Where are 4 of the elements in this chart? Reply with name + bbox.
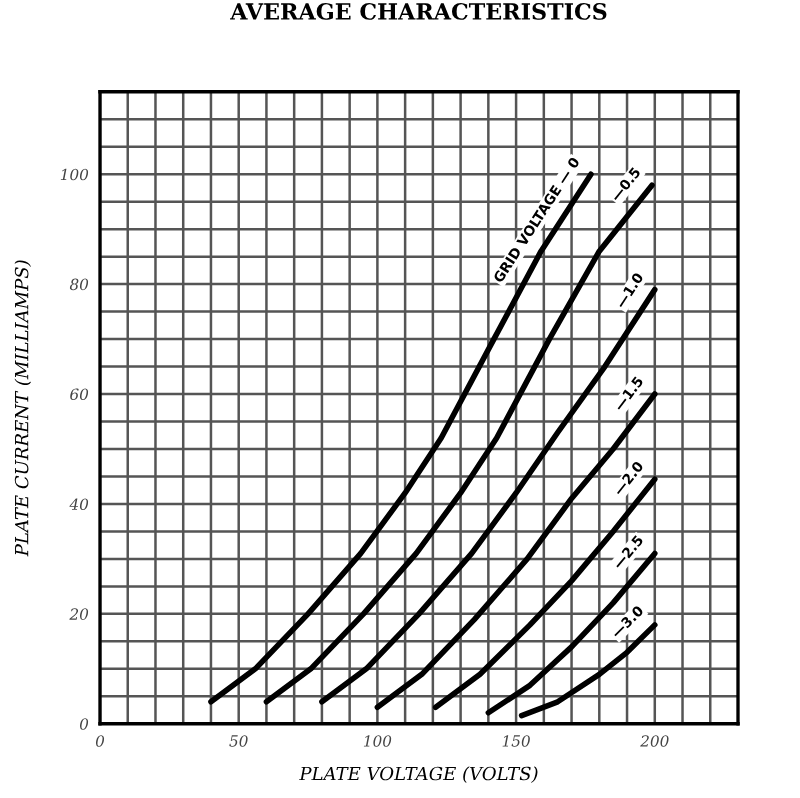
- y-axis-title: PLATE CURRENT (MILLIAMPS): [14, 260, 32, 557]
- chart-title: AVERAGE CHARACTERISTICS: [230, 3, 607, 20]
- line-series: [208, 171, 594, 705]
- x-axis-title: PLATE VOLTAGE (VOLTS): [299, 766, 538, 783]
